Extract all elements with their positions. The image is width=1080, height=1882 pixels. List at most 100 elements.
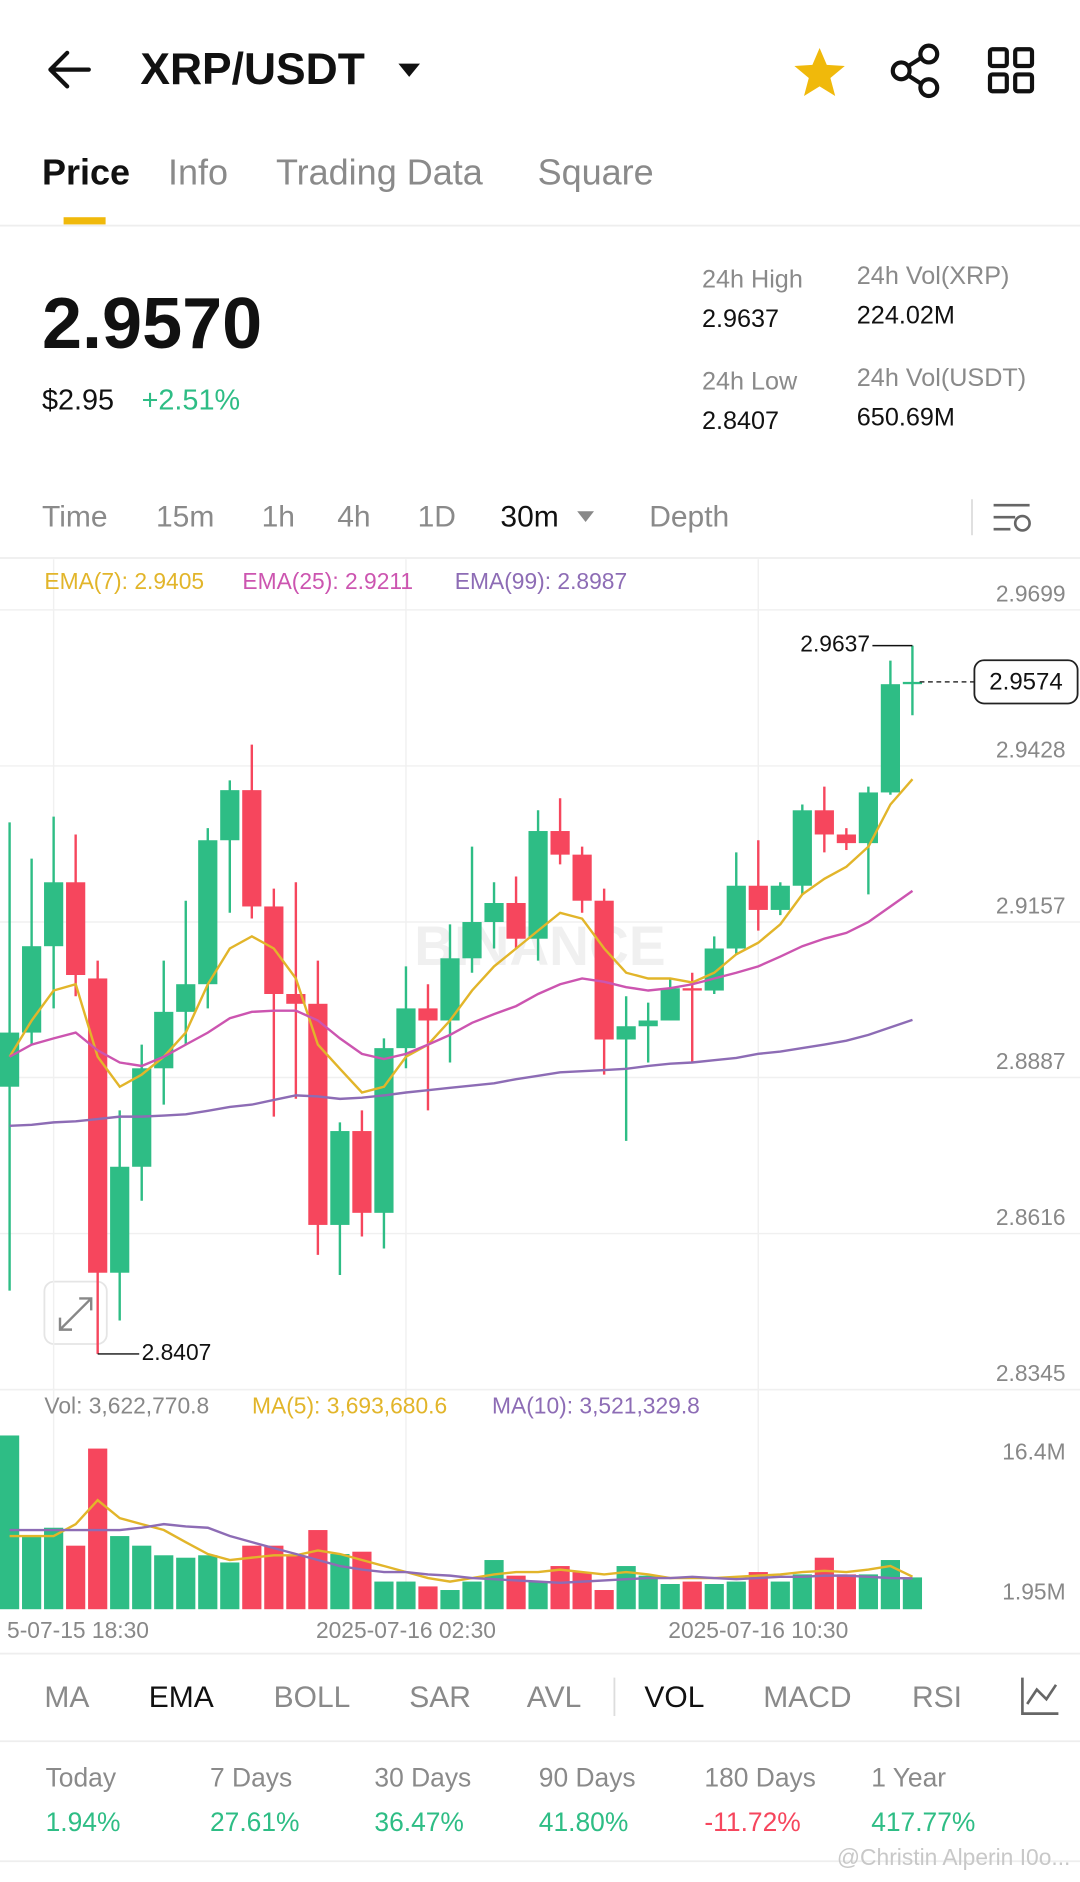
legend-entry: EMA(7): 2.9405 bbox=[44, 568, 204, 594]
tab[interactable]: Trading Data bbox=[276, 152, 484, 193]
candle-body bbox=[682, 988, 702, 991]
share-link bbox=[907, 55, 923, 86]
indicator-line bbox=[8, 778, 914, 1094]
interval[interactable]: Depth bbox=[649, 500, 729, 533]
x-tick-label: 2025-07-16 10:30 bbox=[668, 1617, 848, 1643]
pair-dropdown[interactable] bbox=[398, 63, 420, 77]
y-tick-label: 2.9157 bbox=[996, 893, 1066, 919]
indicator-line bbox=[9, 1498, 914, 1583]
indicator-tab[interactable]: EMA bbox=[149, 1681, 214, 1714]
volume-bar bbox=[440, 1590, 460, 1610]
chart-settings-button[interactable] bbox=[993, 503, 1031, 532]
volume-bar bbox=[198, 1555, 218, 1610]
menu-cell bbox=[1013, 47, 1035, 69]
menu-button[interactable] bbox=[987, 47, 1035, 94]
candle-body bbox=[286, 993, 306, 1004]
volume-bar bbox=[616, 1566, 636, 1610]
performance-label: 7 Days bbox=[210, 1763, 292, 1793]
volume-bar bbox=[594, 1590, 614, 1610]
price-change: +2.51% bbox=[142, 385, 240, 417]
indicator-tab[interactable]: BOLL bbox=[274, 1681, 351, 1714]
performance-value: 1.94% bbox=[46, 1807, 121, 1837]
interval[interactable]: 4h bbox=[337, 500, 370, 533]
candle-body bbox=[880, 684, 900, 793]
candle-body bbox=[198, 840, 218, 985]
candle-body bbox=[704, 948, 724, 991]
pair-title[interactable]: XRP/USDT bbox=[140, 45, 364, 94]
volume-bar bbox=[44, 1527, 64, 1610]
tab[interactable]: Info bbox=[168, 152, 228, 193]
interval[interactable]: 1h bbox=[262, 500, 295, 533]
candle-body bbox=[528, 831, 548, 939]
tab-indicator bbox=[63, 217, 106, 225]
min-label: 2.8407 bbox=[142, 1339, 212, 1365]
last-price-label: 2.9574 bbox=[989, 668, 1062, 695]
favorite-star[interactable] bbox=[794, 48, 845, 97]
volume-bar bbox=[880, 1560, 900, 1610]
volume-bar bbox=[132, 1545, 152, 1610]
candle-body bbox=[110, 1166, 130, 1273]
candle-body bbox=[220, 790, 240, 841]
candle-body bbox=[594, 900, 614, 1040]
indicator-tab[interactable]: MA bbox=[44, 1681, 89, 1714]
candle-body bbox=[418, 1008, 438, 1021]
performance-value: 417.77% bbox=[871, 1807, 975, 1837]
candle-body bbox=[572, 854, 592, 901]
volume-bar bbox=[242, 1545, 262, 1610]
usd-price: $2.95 bbox=[42, 385, 114, 417]
volume-bar bbox=[396, 1581, 416, 1610]
tab[interactable]: Square bbox=[538, 152, 654, 193]
back-button[interactable] bbox=[48, 50, 91, 89]
last-price: 2.9570 bbox=[42, 284, 262, 364]
interval[interactable]: 15m bbox=[156, 500, 214, 533]
candle-body bbox=[352, 1131, 372, 1213]
y-tick-label: 2.8345 bbox=[996, 1360, 1066, 1386]
volume-bar bbox=[330, 1554, 350, 1610]
legend-entry: Vol: 3,622,770.8 bbox=[44, 1393, 209, 1419]
volume-bar bbox=[792, 1574, 812, 1610]
interval[interactable]: Time bbox=[42, 500, 108, 533]
candle-body bbox=[462, 922, 482, 959]
legend-entry: MA(5): 3,693,680.6 bbox=[252, 1393, 447, 1419]
legend-entry: EMA(25): 2.9211 bbox=[242, 568, 413, 594]
interval[interactable]: 30m bbox=[500, 500, 558, 533]
settings-lines bbox=[993, 503, 1030, 531]
indicator-tab[interactable]: VOL bbox=[644, 1681, 704, 1714]
candle-body bbox=[616, 1026, 636, 1040]
candle-body bbox=[770, 885, 790, 910]
y-tick-label: 2.9428 bbox=[996, 737, 1066, 763]
volume-bar bbox=[418, 1586, 438, 1610]
performance-label: 90 Days bbox=[539, 1763, 636, 1793]
max-label: 2.9637 bbox=[800, 631, 870, 657]
menu-cell bbox=[987, 72, 1009, 94]
performance-label: 180 Days bbox=[704, 1763, 816, 1793]
indicator-settings[interactable] bbox=[1021, 1677, 1059, 1715]
volume-bar bbox=[572, 1572, 592, 1610]
share-button[interactable] bbox=[890, 43, 940, 99]
volume-bar bbox=[814, 1557, 834, 1610]
candle-body bbox=[308, 1003, 328, 1225]
volume-bar bbox=[308, 1530, 328, 1610]
interval[interactable]: 1D bbox=[418, 500, 456, 533]
candle-body bbox=[550, 831, 570, 855]
menu-cell bbox=[987, 47, 1009, 69]
candle-body bbox=[792, 810, 812, 886]
indicator-line bbox=[9, 889, 914, 1068]
tab[interactable]: Price bbox=[42, 152, 130, 193]
indicator-tab[interactable]: MACD bbox=[763, 1681, 851, 1714]
candle-body bbox=[88, 978, 108, 1273]
volume-bar bbox=[770, 1581, 790, 1610]
y-tick-label: 1.95M bbox=[1002, 1579, 1065, 1605]
share-node bbox=[918, 43, 940, 65]
y-tick-label: 2.9699 bbox=[996, 581, 1066, 607]
candle-body bbox=[440, 958, 460, 1021]
indicator-tab[interactable]: SAR bbox=[409, 1681, 471, 1714]
candle-body bbox=[330, 1131, 350, 1225]
stat-value: 2.8407 bbox=[702, 407, 779, 435]
volume-bar bbox=[638, 1575, 658, 1610]
indicator-line bbox=[9, 1018, 913, 1128]
volume-bar bbox=[484, 1560, 504, 1610]
volume-bar bbox=[902, 1577, 923, 1610]
indicator-tab[interactable]: AVL bbox=[527, 1681, 581, 1714]
indicator-tab[interactable]: RSI bbox=[912, 1681, 962, 1714]
